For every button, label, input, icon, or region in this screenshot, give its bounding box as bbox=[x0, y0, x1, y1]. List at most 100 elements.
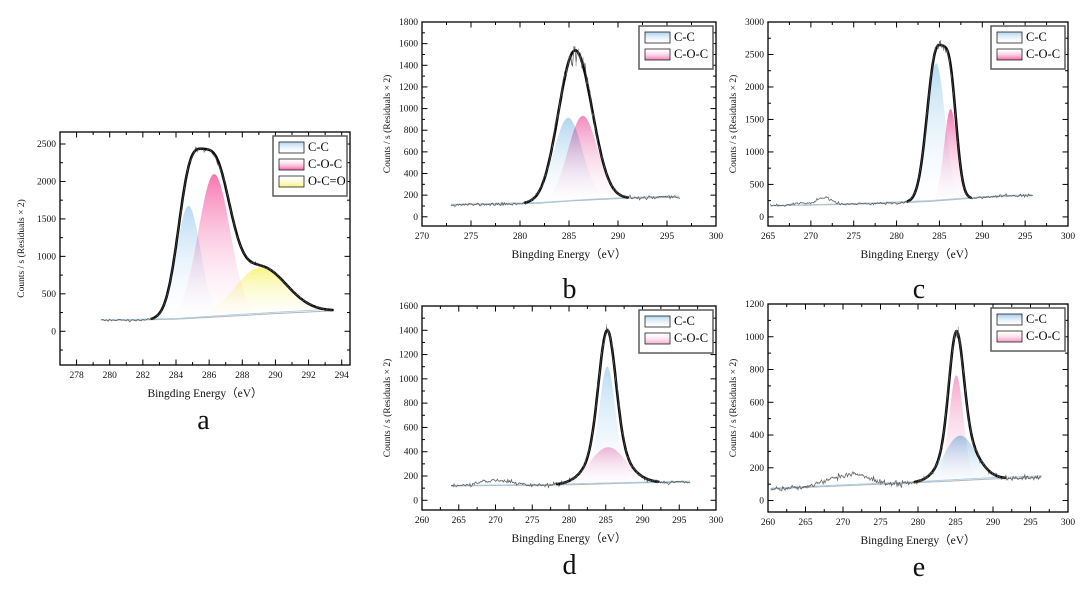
svg-text:295: 295 bbox=[1023, 518, 1038, 528]
svg-text:2000: 2000 bbox=[745, 83, 764, 93]
svg-text:300: 300 bbox=[1061, 232, 1076, 242]
xps-chart-e: 260 265 270 275 280 285 290 295 300 0 200 400 600 800… bbox=[728, 300, 1076, 547]
xps-chart-a: 278 280 282 284 286 288 290 292 294 0 500 1000 1500 2… bbox=[16, 131, 351, 400]
panel-label-a: a bbox=[197, 405, 210, 436]
xps-panel-e: 260 265 270 275 280 285 290 295 300 0 200 400 600 800… bbox=[726, 288, 1078, 582]
svg-text:290: 290 bbox=[986, 518, 1001, 528]
svg-text:C-C: C-C bbox=[1026, 30, 1047, 44]
panel-label-c: c bbox=[912, 274, 926, 305]
svg-text:275: 275 bbox=[873, 518, 888, 528]
svg-text:265: 265 bbox=[798, 518, 813, 528]
svg-text:290: 290 bbox=[975, 232, 990, 242]
svg-text:1800: 1800 bbox=[399, 18, 418, 28]
svg-text:265: 265 bbox=[761, 232, 776, 242]
svg-text:400: 400 bbox=[750, 431, 765, 441]
svg-text:O-C=O: O-C=O bbox=[308, 174, 346, 188]
svg-text:C-C: C-C bbox=[1026, 312, 1047, 326]
svg-text:300: 300 bbox=[709, 232, 724, 242]
svg-text:400: 400 bbox=[404, 448, 419, 458]
svg-text:295: 295 bbox=[660, 232, 675, 242]
svg-text:2500: 2500 bbox=[745, 50, 764, 60]
svg-text:280: 280 bbox=[103, 371, 118, 381]
svg-text:290: 290 bbox=[611, 232, 626, 242]
svg-text:285: 285 bbox=[948, 518, 963, 528]
svg-text:C-O-C: C-O-C bbox=[1026, 47, 1060, 61]
svg-text:1000: 1000 bbox=[399, 105, 418, 115]
svg-text:C-O-C: C-O-C bbox=[1026, 329, 1060, 343]
svg-text:1000: 1000 bbox=[37, 252, 56, 262]
svg-text:275: 275 bbox=[464, 232, 479, 242]
svg-text:284: 284 bbox=[169, 371, 184, 381]
svg-text:Counts / s (Residuals × 2): Counts / s (Residuals × 2) bbox=[16, 199, 27, 298]
svg-text:0: 0 bbox=[759, 213, 764, 223]
svg-text:295: 295 bbox=[672, 516, 687, 526]
svg-text:2000: 2000 bbox=[37, 177, 56, 187]
svg-text:265: 265 bbox=[452, 516, 467, 526]
svg-text:270: 270 bbox=[415, 232, 430, 242]
svg-text:0: 0 bbox=[51, 327, 56, 337]
svg-text:1500: 1500 bbox=[745, 115, 764, 125]
panel-label-d: d bbox=[562, 550, 577, 581]
svg-text:1400: 1400 bbox=[399, 326, 418, 336]
svg-text:1000: 1000 bbox=[745, 148, 764, 158]
xps-panel-d: 260 265 270 275 280 285 290 295 300 0 200 400 600 800… bbox=[380, 290, 725, 580]
svg-text:800: 800 bbox=[750, 366, 765, 376]
svg-text:C-C: C-C bbox=[674, 314, 695, 328]
svg-text:0: 0 bbox=[413, 213, 418, 223]
svg-text:294: 294 bbox=[335, 371, 350, 381]
svg-text:Counts / s (Residuals × 2): Counts / s (Residuals × 2) bbox=[728, 359, 739, 458]
svg-text:Bingding Energy（eV）: Bingding Energy（eV） bbox=[860, 534, 975, 547]
svg-text:288: 288 bbox=[235, 371, 250, 381]
xps-chart-c: 265 270 275 280 285 290 295 3000500100015002000… bbox=[728, 18, 1076, 261]
svg-text:Counts / s (Residuals × 2): Counts / s (Residuals × 2) bbox=[728, 75, 739, 174]
svg-text:260: 260 bbox=[761, 518, 776, 528]
svg-text:3000: 3000 bbox=[745, 18, 764, 28]
xps-panel-c: 265 270 275 280 285 290 295 300 0 500 1000 1500 2000… bbox=[726, 6, 1078, 304]
svg-text:C-C: C-C bbox=[308, 140, 329, 154]
svg-text:Bingding Energy（eV）: Bingding Energy（eV） bbox=[511, 532, 626, 545]
svg-text:400: 400 bbox=[404, 170, 419, 180]
xps-panel-a: 278 280 282 284 286 288 290 292 294 0 500 1000 1500 2… bbox=[14, 116, 359, 435]
svg-text:282: 282 bbox=[136, 371, 151, 381]
svg-text:1200: 1200 bbox=[745, 300, 764, 310]
svg-text:0: 0 bbox=[413, 496, 418, 506]
svg-text:275: 275 bbox=[847, 232, 862, 242]
svg-text:300: 300 bbox=[1061, 518, 1076, 528]
panel-label-b: b bbox=[562, 274, 577, 305]
svg-text:270: 270 bbox=[836, 518, 851, 528]
svg-text:800: 800 bbox=[404, 126, 419, 136]
svg-text:C-C: C-C bbox=[674, 30, 695, 44]
svg-text:0: 0 bbox=[759, 497, 764, 507]
svg-text:200: 200 bbox=[404, 472, 419, 482]
svg-text:290: 290 bbox=[635, 516, 650, 526]
svg-text:Bingding Energy（eV）: Bingding Energy（eV） bbox=[860, 248, 975, 261]
svg-text:1400: 1400 bbox=[399, 61, 418, 71]
svg-text:280: 280 bbox=[889, 232, 904, 242]
svg-text:600: 600 bbox=[750, 398, 765, 408]
svg-text:1600: 1600 bbox=[399, 302, 418, 312]
svg-text:200: 200 bbox=[404, 191, 419, 201]
svg-text:C-O-C: C-O-C bbox=[674, 331, 708, 345]
svg-text:600: 600 bbox=[404, 148, 419, 158]
svg-text:300: 300 bbox=[709, 516, 724, 526]
svg-text:C-O-C: C-O-C bbox=[308, 157, 342, 171]
svg-text:278: 278 bbox=[69, 371, 84, 381]
svg-text:C-O-C: C-O-C bbox=[674, 47, 708, 61]
svg-text:280: 280 bbox=[513, 232, 528, 242]
svg-text:1200: 1200 bbox=[399, 351, 418, 361]
svg-text:200: 200 bbox=[750, 464, 765, 474]
svg-text:Counts / s (Residuals × 2): Counts / s (Residuals × 2) bbox=[382, 75, 393, 174]
svg-text:275: 275 bbox=[525, 516, 540, 526]
xps-chart-b: 270 275 280 285 290 295 300 0 200 400 600 800 1000 12… bbox=[382, 18, 724, 261]
svg-text:285: 285 bbox=[599, 516, 614, 526]
svg-text:1200: 1200 bbox=[399, 83, 418, 93]
svg-text:2500: 2500 bbox=[37, 140, 56, 150]
svg-text:500: 500 bbox=[750, 180, 765, 190]
svg-text:500: 500 bbox=[42, 290, 57, 300]
svg-text:286: 286 bbox=[202, 371, 217, 381]
svg-text:270: 270 bbox=[804, 232, 819, 242]
svg-text:1000: 1000 bbox=[745, 333, 764, 343]
svg-text:1600: 1600 bbox=[399, 40, 418, 50]
svg-text:295: 295 bbox=[1018, 232, 1033, 242]
